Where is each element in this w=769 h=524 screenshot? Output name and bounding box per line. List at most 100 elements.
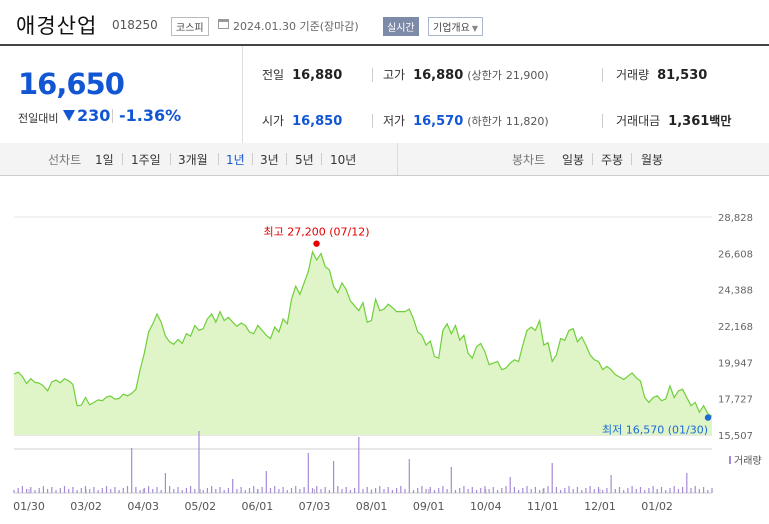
volume-bar xyxy=(311,488,314,493)
volume-bar xyxy=(316,486,318,493)
volume-bar xyxy=(63,486,66,493)
period-1d[interactable]: 1일 xyxy=(95,153,114,167)
volume-bar xyxy=(698,489,700,493)
volume-bar xyxy=(412,490,415,493)
volume-bar xyxy=(547,486,549,493)
volume-bar xyxy=(391,490,393,493)
volume-bar xyxy=(576,487,578,493)
volume-bar xyxy=(101,488,103,493)
volume-bar xyxy=(227,488,229,493)
volume-bar xyxy=(160,490,162,493)
volume-bar xyxy=(459,488,461,493)
company-overview-dropdown[interactable]: 기업개요 ▼ xyxy=(428,17,483,36)
period-3m[interactable]: 3개월 xyxy=(178,153,208,167)
volume-bar xyxy=(278,489,280,493)
base-date: 2024.01.30 기준(장마감) xyxy=(233,20,359,33)
volume-bar xyxy=(38,488,40,493)
volume-bar xyxy=(30,487,32,493)
volume-bar xyxy=(526,486,528,493)
open-label: 시가 xyxy=(262,114,285,128)
volume-bar xyxy=(97,490,99,493)
high-label: 고가 xyxy=(383,68,406,82)
volume-bar xyxy=(408,459,410,493)
volume-bar xyxy=(589,486,591,493)
volume-bar xyxy=(282,487,284,493)
volume-bar xyxy=(534,487,536,493)
volume-bar xyxy=(690,488,692,493)
volume-value: 81,530 xyxy=(657,68,708,83)
period-1y[interactable]: 1년 xyxy=(226,153,245,167)
period-3y[interactable]: 3년 xyxy=(260,153,279,167)
volume-bar xyxy=(156,487,158,493)
volume-bar xyxy=(219,487,221,493)
volume-bar xyxy=(290,488,293,493)
volume-bar xyxy=(665,490,667,493)
divider xyxy=(122,153,123,165)
calendar-icon xyxy=(218,19,229,29)
volume-bar xyxy=(362,489,364,493)
volume-bar xyxy=(202,490,204,493)
y-tick-label: 17,727 xyxy=(718,395,753,406)
volume-bar xyxy=(236,489,238,493)
volume-bar xyxy=(26,489,28,493)
volume-bar xyxy=(118,490,120,493)
high-value: 16,880 xyxy=(413,68,464,83)
volume-bar xyxy=(47,489,49,493)
volume-bar xyxy=(248,488,251,493)
divider xyxy=(170,153,171,165)
volume-bar xyxy=(148,486,150,493)
divider xyxy=(631,153,632,165)
volume-bar xyxy=(320,489,322,493)
volume-bar xyxy=(307,453,309,493)
volume-bar xyxy=(660,487,663,493)
stock-code: 018250 xyxy=(112,18,158,32)
realtime-button[interactable]: 실시간 xyxy=(383,17,419,36)
volume-bar xyxy=(471,487,473,493)
candle-monthly[interactable]: 월봉 xyxy=(641,153,664,167)
y-axis-ticks: 28,828 26,608 24,388 22,168 19,947 17,727 15,5… xyxy=(718,213,753,442)
volume-bars xyxy=(13,431,713,493)
volume-bar xyxy=(673,486,675,493)
x-axis-ticks: 01/30 03/02 04/03 05/02 06/01 07/03 08/01 09/01… xyxy=(13,489,673,513)
volume-bar xyxy=(295,486,297,493)
volume-bar xyxy=(21,486,23,493)
candle-weekly[interactable]: 주봉 xyxy=(601,153,624,167)
volume-bar xyxy=(13,490,15,493)
prev-close-cell: 전일 16,880 xyxy=(262,66,342,83)
volume-bar xyxy=(34,490,36,493)
volume-bar xyxy=(463,486,465,493)
line-chart-label: 선차트 xyxy=(48,153,82,167)
candle-daily[interactable]: 일봉 xyxy=(562,153,585,167)
period-5y[interactable]: 5년 xyxy=(295,153,314,167)
volume-bar xyxy=(585,488,587,493)
volume-bar xyxy=(509,477,511,493)
chart-period-bar: 선차트 1일 1주일 3개월 1년 3년 5년 10년 봉차트 일봉 주봉 월봉 xyxy=(0,143,769,176)
volume-bar xyxy=(518,490,520,493)
volume-bar xyxy=(421,486,423,493)
volume-bar xyxy=(501,488,503,493)
trade-value-label: 거래대금 xyxy=(616,114,661,128)
period-10y[interactable]: 10년 xyxy=(330,153,357,167)
divider xyxy=(252,153,253,165)
price-summary: 16,650 전일대비 230 -1.36% 전일 16,880 고가 16,880… xyxy=(0,44,769,144)
volume-bar xyxy=(139,490,141,493)
trade-value: 1,361 xyxy=(668,114,710,129)
volume-bar xyxy=(648,488,650,493)
volume-bar xyxy=(110,489,112,493)
open-cell: 시가 16,850 xyxy=(262,112,342,129)
volume-bar xyxy=(269,488,272,493)
period-1w[interactable]: 1주일 xyxy=(131,153,161,167)
volume-bar xyxy=(555,487,557,493)
volume-bar xyxy=(17,488,19,493)
y-tick-label: 19,947 xyxy=(718,358,753,369)
change-amount: 230 xyxy=(77,106,111,125)
volume-bar xyxy=(51,487,53,493)
volume-bar xyxy=(530,489,532,493)
divider xyxy=(592,153,593,165)
volume-bar xyxy=(480,488,482,493)
volume-bar xyxy=(366,487,368,493)
volume-bar xyxy=(656,489,658,493)
divider xyxy=(242,46,243,144)
volume-bar xyxy=(454,490,457,493)
volume-bar xyxy=(126,486,129,493)
